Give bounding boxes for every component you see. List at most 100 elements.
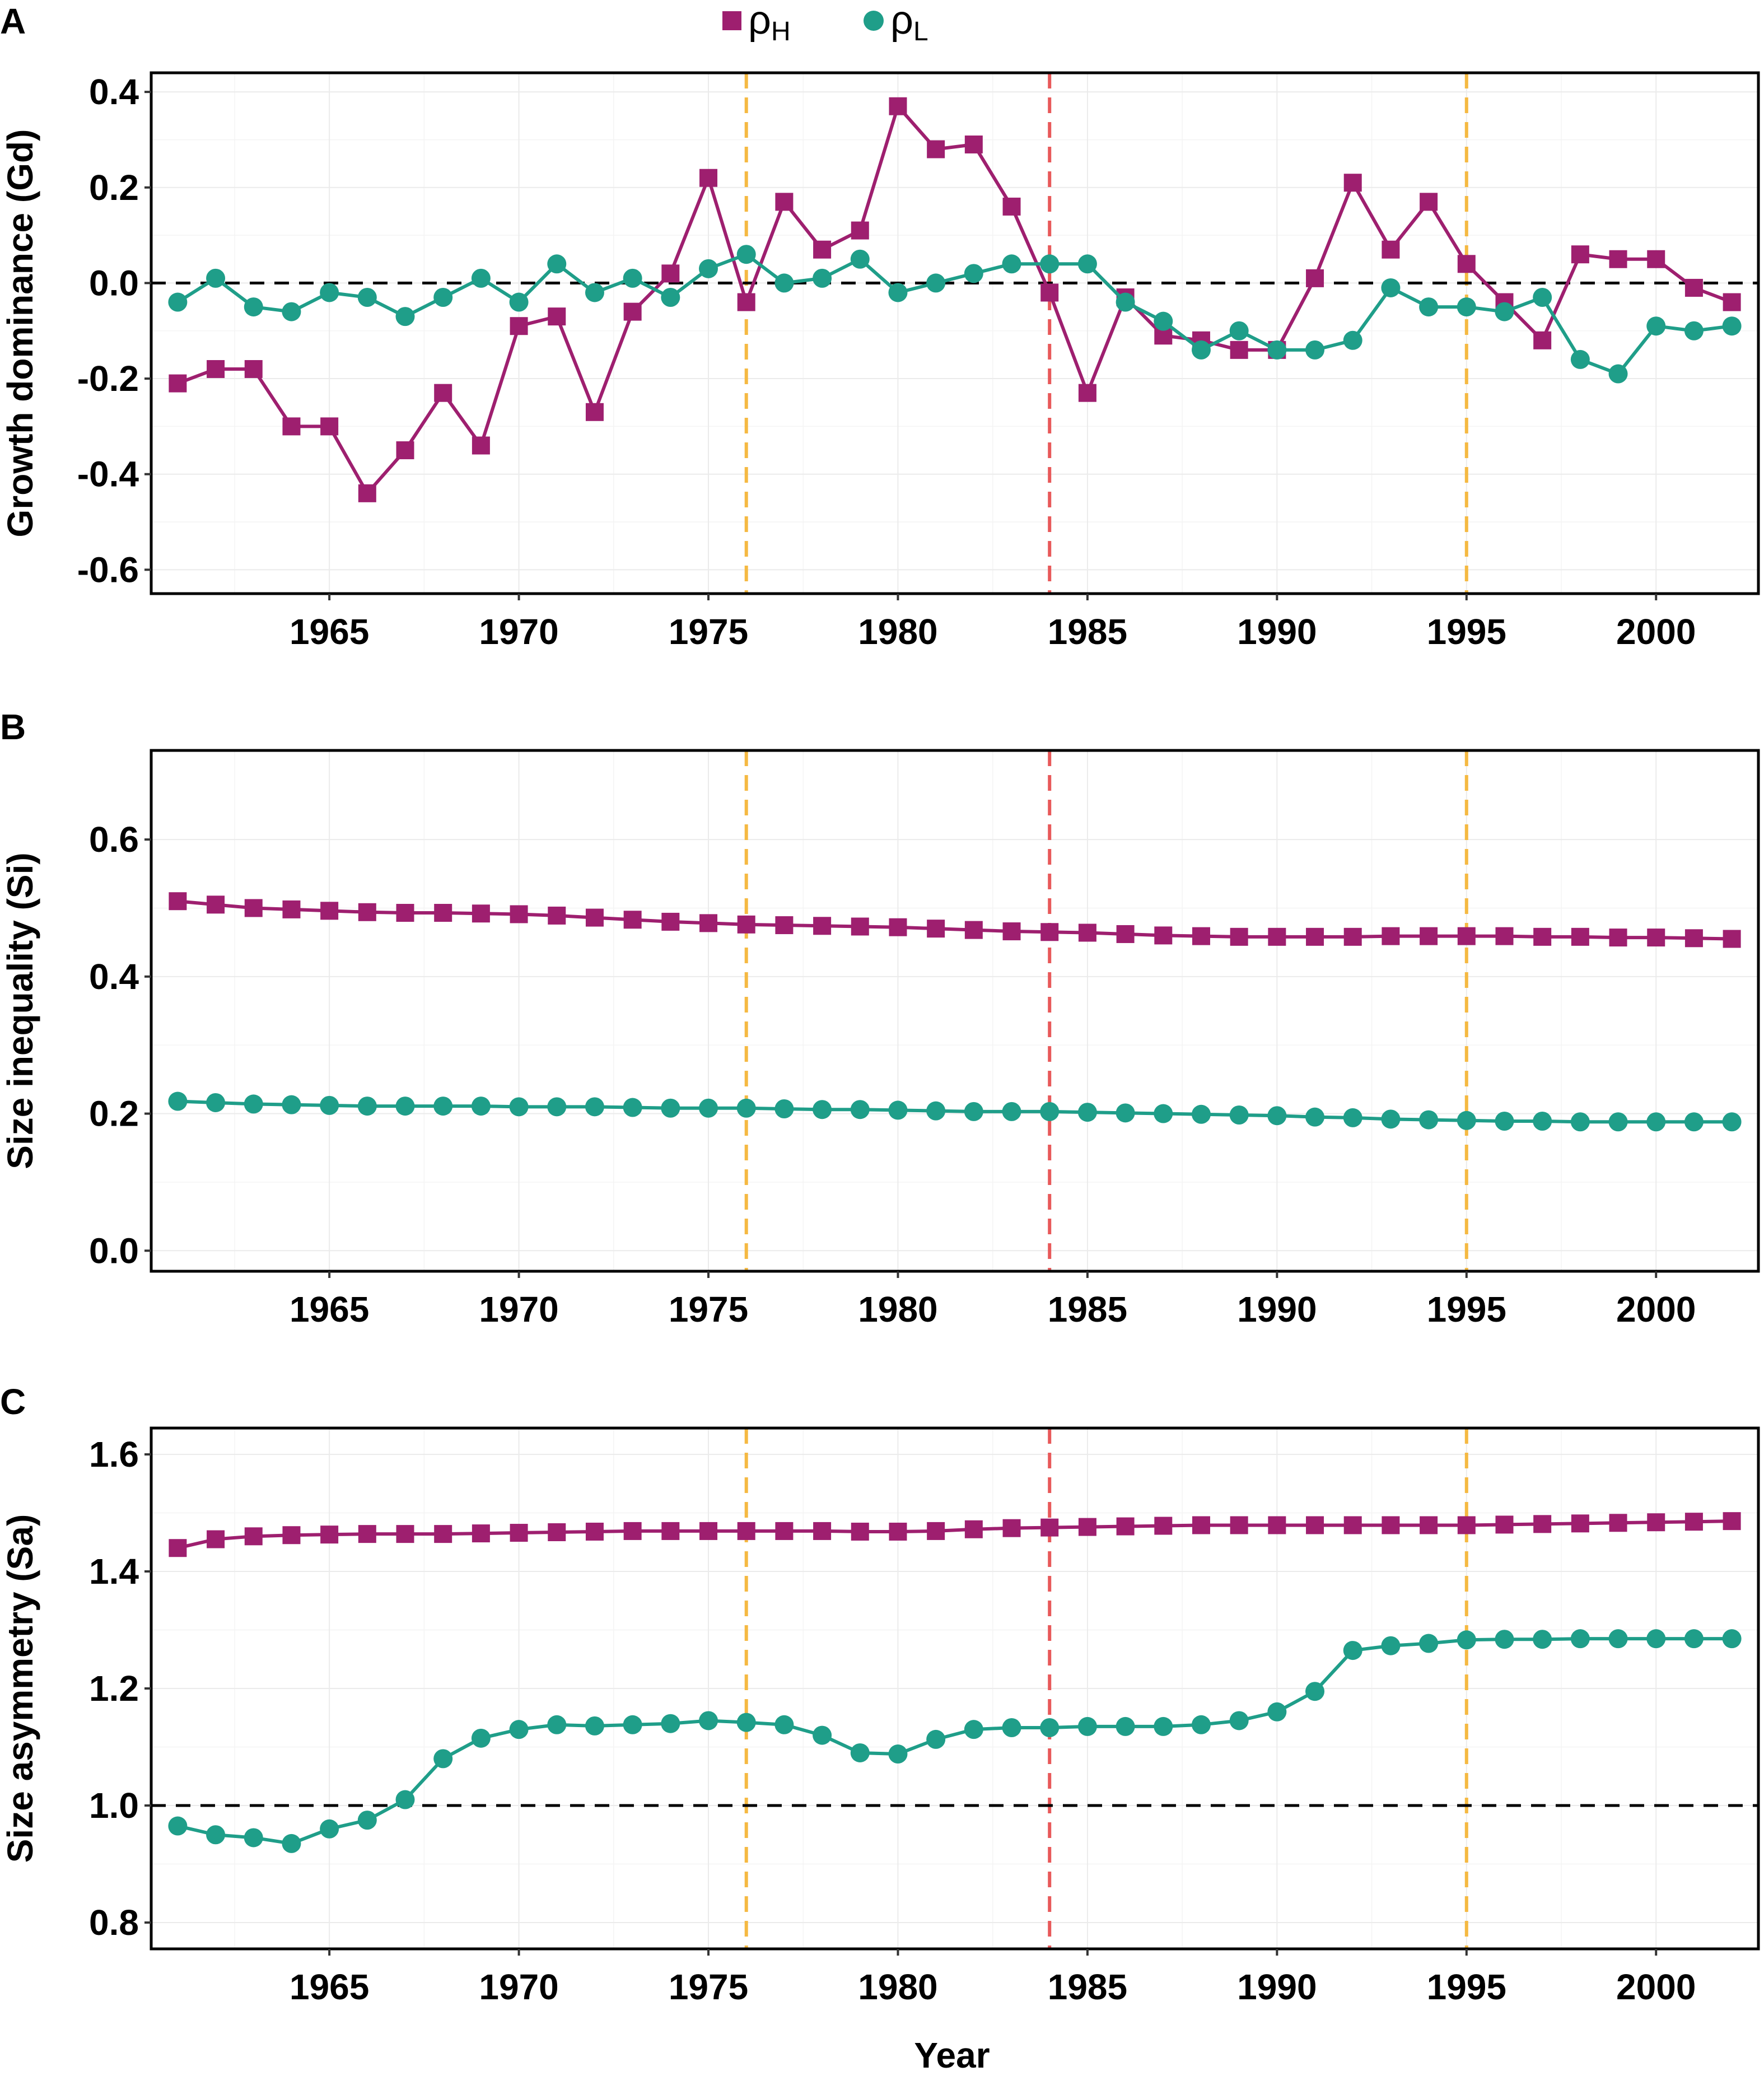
data-point-square (1154, 1517, 1173, 1535)
data-point-circle (1684, 321, 1704, 340)
data-point-square (548, 1523, 566, 1541)
series-rho-h (169, 892, 1741, 948)
x-tick-label: 1995 (1427, 1967, 1506, 2007)
data-point-circle (1191, 1715, 1211, 1734)
data-point-circle (395, 307, 415, 326)
data-point-square (1684, 929, 1703, 948)
data-point-square (927, 1522, 945, 1540)
y-tick-label: 1.6 (89, 1434, 139, 1475)
data-point-square (1420, 1516, 1438, 1534)
data-point-circle (206, 1093, 226, 1112)
data-point-square (1002, 1519, 1021, 1537)
y-tick-label: -0.6 (77, 549, 139, 590)
data-point-square (585, 1522, 604, 1541)
x-tick-label: 1995 (1427, 612, 1506, 652)
legend-label-rho-h: ρH (748, 0, 791, 46)
data-point-circle (1116, 1716, 1135, 1736)
data-point-square (775, 1522, 794, 1540)
x-tick-label: 1995 (1427, 1289, 1506, 1329)
x-tick-label: 1965 (290, 1289, 369, 1329)
x-tick-label: 1975 (669, 612, 748, 652)
data-point-square (282, 900, 301, 918)
y-tick-label: 0.4 (89, 957, 139, 997)
y-tick-label: 0.4 (89, 72, 139, 112)
data-point-circle (282, 1834, 301, 1853)
data-point-circle (736, 245, 756, 264)
data-point-circle (585, 283, 604, 302)
data-point-square (1723, 1512, 1741, 1531)
y-tick-label: 1.4 (89, 1551, 139, 1592)
x-tick-label: 2000 (1616, 612, 1696, 652)
data-point-circle (1116, 1103, 1135, 1123)
x-tick-label: 1975 (669, 1967, 748, 2007)
data-point-circle (1229, 1105, 1249, 1125)
data-point-square (1230, 1516, 1248, 1534)
data-point-square (1571, 927, 1589, 946)
data-point-circle (1533, 1630, 1552, 1649)
data-point-circle (964, 1102, 983, 1121)
data-point-square (889, 918, 907, 936)
data-point-circle (1684, 1629, 1704, 1649)
x-tick-label: 1985 (1048, 1967, 1127, 2007)
data-point-circle (1002, 1718, 1021, 1738)
data-point-circle (1646, 1112, 1666, 1132)
data-point-circle (320, 1095, 339, 1115)
data-point-square (396, 1525, 414, 1543)
data-point-square (813, 917, 832, 935)
data-point-square (1078, 1518, 1096, 1536)
x-tick-label: 1980 (858, 612, 937, 652)
panel-c: C 1965 1970 1975 1980 1985 1990 1995 2000 0.8 1.0 1… (0, 1382, 1760, 2007)
data-point-square (851, 1522, 869, 1541)
data-point-square (548, 307, 566, 326)
data-point-square (623, 1522, 642, 1540)
data-point-circle (168, 1816, 188, 1836)
data-point-circle (1419, 297, 1439, 317)
data-point-square (510, 1524, 528, 1542)
x-tick-label: 1990 (1237, 1967, 1317, 2007)
panel-letter: C (0, 1382, 26, 1422)
data-point-circle (699, 1098, 718, 1118)
plot-background (151, 750, 1758, 1271)
data-point-circle (395, 1097, 415, 1116)
data-point-circle (547, 254, 567, 274)
data-point-square (737, 293, 755, 311)
data-point-square (510, 317, 528, 335)
data-point-circle (623, 1715, 642, 1734)
data-point-circle (926, 1101, 946, 1121)
series-rho-l (168, 1091, 1742, 1132)
data-point-circle (1608, 1112, 1628, 1132)
data-point-circle (1570, 1112, 1590, 1132)
data-point-square (1533, 1515, 1552, 1533)
y-axis-title: Size asymmetry (Sa) (0, 1514, 40, 1863)
data-point-square (1457, 255, 1476, 273)
x-tick-label: 1965 (290, 612, 369, 652)
data-point-circle (1305, 1107, 1325, 1127)
data-point-square (661, 1522, 680, 1540)
data-point-circle (1002, 1102, 1021, 1121)
data-point-square (1647, 929, 1665, 947)
data-point-circle (282, 1095, 301, 1114)
data-point-circle (623, 1098, 642, 1117)
plot-frame (150, 749, 1760, 1273)
data-point-square (813, 240, 832, 259)
series-rho-h (169, 1512, 1741, 1557)
x-tick-label: 1985 (1048, 612, 1127, 652)
data-point-square (661, 912, 680, 931)
data-point-circle (1077, 1103, 1097, 1122)
data-point-square (1268, 927, 1286, 946)
data-point-circle (395, 1790, 415, 1809)
y-tick-label: 0.0 (89, 1230, 139, 1271)
series-rho-l (168, 1629, 1742, 1853)
data-point-square (1268, 1516, 1286, 1534)
panel-letter: B (0, 707, 26, 747)
data-point-square (1609, 250, 1627, 268)
plot-background (151, 73, 1758, 594)
data-point-circle (926, 273, 946, 293)
data-point-square (1306, 269, 1324, 287)
data-point-square (1495, 1515, 1514, 1534)
data-point-square (1343, 174, 1362, 192)
data-point-circle (244, 1094, 263, 1114)
data-point-square (472, 904, 490, 923)
y-tick-label: 1.2 (89, 1668, 139, 1709)
data-point-circle (813, 1725, 832, 1745)
